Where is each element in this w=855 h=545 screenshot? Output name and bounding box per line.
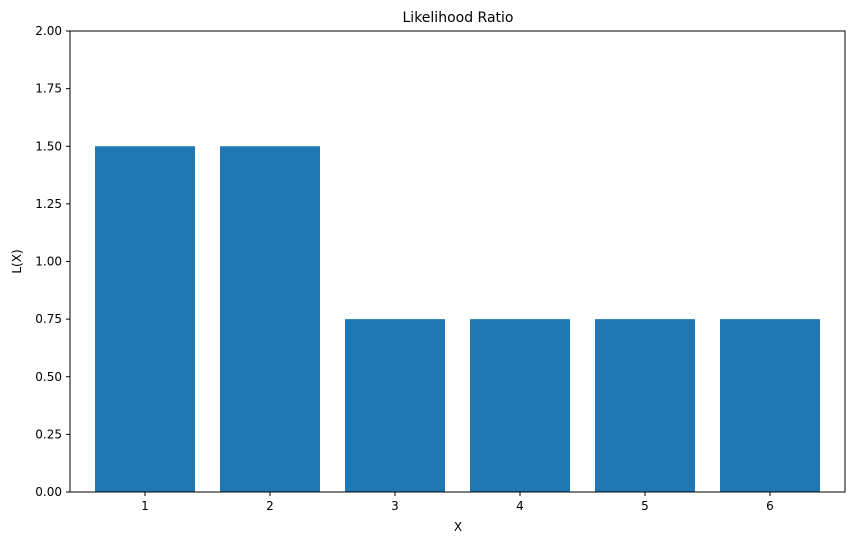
x-tick-label: 2 [266, 499, 274, 513]
y-tick-label: 0.00 [35, 485, 62, 499]
y-tick-label: 2.00 [35, 24, 62, 38]
y-tick-label: 1.25 [35, 197, 62, 211]
bar-1 [95, 146, 195, 492]
y-tick-label: 1.00 [35, 255, 62, 269]
bar-4 [470, 319, 570, 492]
bars-group [95, 146, 820, 492]
y-tick-label: 1.75 [35, 82, 62, 96]
y-tick-label: 0.75 [35, 312, 62, 326]
x-tick-label: 4 [516, 499, 524, 513]
bar-3 [345, 319, 445, 492]
y-axis: 0.00 0.25 0.50 0.75 1.00 1.25 1.50 1.75 2.00 [35, 24, 70, 499]
bar-5 [595, 319, 695, 492]
y-tick-label: 1.50 [35, 139, 62, 153]
x-axis: 1 2 3 4 5 6 [141, 492, 774, 513]
x-tick-label: 6 [766, 499, 774, 513]
y-tick-label: 0.25 [35, 427, 62, 441]
y-axis-label: L(X) [10, 249, 24, 273]
y-tick-label: 0.50 [35, 370, 62, 384]
x-tick-label: 5 [641, 499, 649, 513]
bar-2 [220, 146, 320, 492]
bar-6 [720, 319, 820, 492]
x-tick-label: 1 [141, 499, 149, 513]
chart-title: Likelihood Ratio [403, 10, 514, 26]
x-tick-label: 3 [391, 499, 399, 513]
x-axis-label: X [454, 520, 462, 534]
